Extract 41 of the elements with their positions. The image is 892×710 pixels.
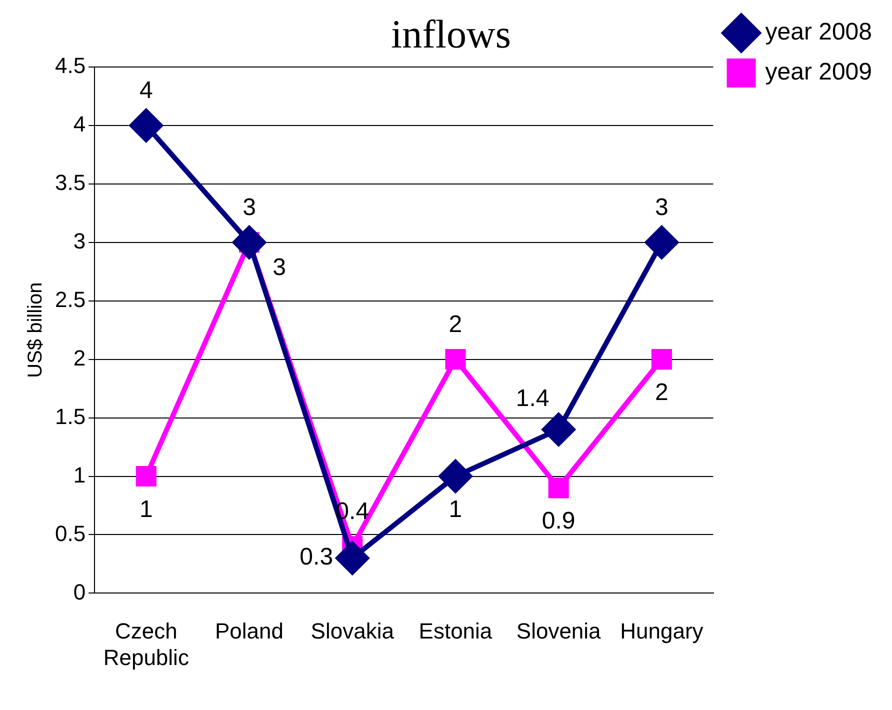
y-axis-title: US$ billion bbox=[24, 282, 47, 378]
data-label: 4 bbox=[139, 77, 153, 104]
y-tick-label: 4 bbox=[73, 112, 86, 137]
y-tick-label: 2.5 bbox=[54, 286, 86, 312]
x-tick-label: Poland bbox=[214, 618, 284, 644]
data-label: 3 bbox=[272, 254, 286, 282]
data-label: 1 bbox=[448, 496, 462, 523]
y-tick-label: 3 bbox=[73, 228, 86, 254]
point bbox=[336, 542, 369, 575]
point bbox=[651, 349, 672, 370]
x-tick-label: Slovakia bbox=[310, 618, 395, 644]
data-label: 0.3 bbox=[300, 544, 334, 571]
y-tick-label: 2 bbox=[73, 345, 86, 370]
point bbox=[445, 349, 466, 370]
y-tick-label: 0.5 bbox=[54, 520, 86, 546]
x-tick-label: Czech Republic bbox=[103, 618, 189, 670]
y-tick-label: 1 bbox=[73, 462, 86, 488]
y-tick-label: 4.5 bbox=[54, 53, 86, 78]
data-label: 2 bbox=[448, 310, 462, 338]
point bbox=[542, 412, 576, 446]
legend-label: year 2009 bbox=[765, 58, 872, 86]
data-label: 2 bbox=[655, 378, 668, 406]
point bbox=[645, 226, 678, 259]
chart-title: inflows bbox=[391, 12, 511, 56]
x-tick-label: Hungary bbox=[620, 618, 704, 644]
data-label: 3 bbox=[655, 194, 668, 222]
x-tick-label: Slovenia bbox=[516, 618, 602, 644]
data-label: 1 bbox=[139, 496, 153, 523]
data-label: 3 bbox=[242, 194, 256, 222]
y-tick-label: 1.5 bbox=[54, 404, 86, 429]
data-label: 0.9 bbox=[542, 508, 576, 535]
point bbox=[548, 478, 569, 498]
x-tick-label: Estonia bbox=[418, 618, 493, 644]
point bbox=[130, 108, 163, 142]
point bbox=[438, 460, 472, 493]
point bbox=[136, 466, 156, 487]
data-label: 1.4 bbox=[516, 385, 550, 412]
y-tick-label: 3.5 bbox=[54, 170, 86, 195]
legend-label: year 2008 bbox=[765, 18, 872, 46]
y-tick-label: 0 bbox=[73, 579, 86, 604]
point bbox=[232, 226, 266, 259]
